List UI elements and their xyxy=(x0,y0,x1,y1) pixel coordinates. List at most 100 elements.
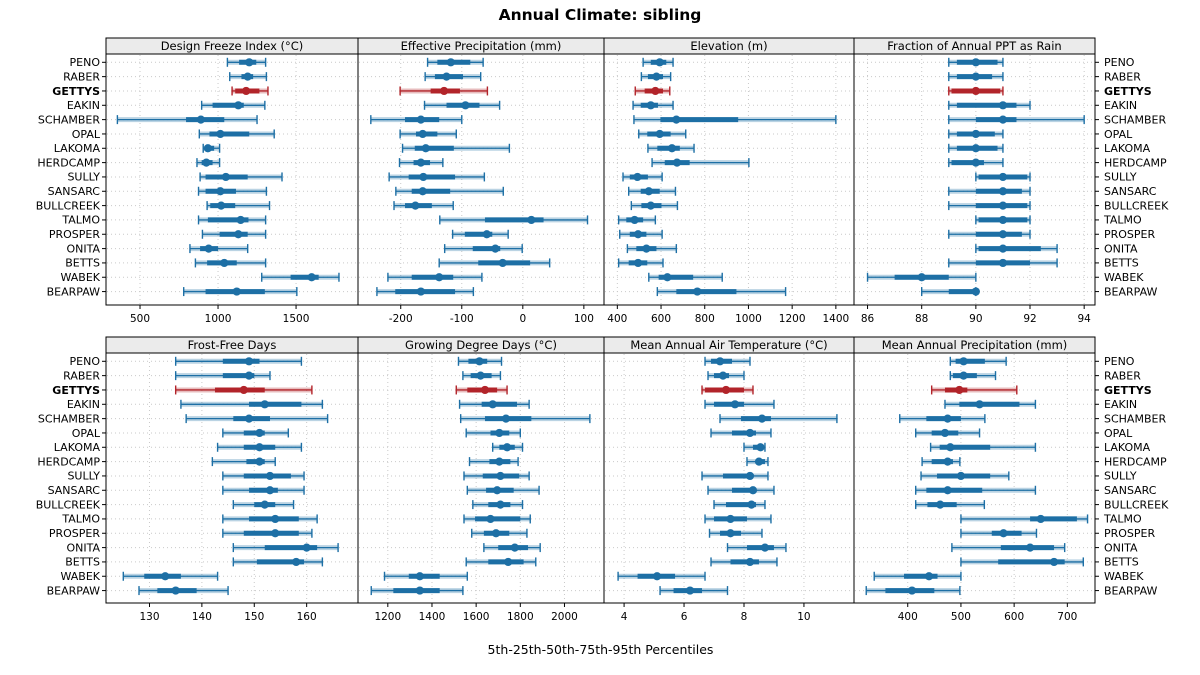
row-gettys-mean-annual-precipitation-mm xyxy=(930,385,1018,395)
row-talmo-fraction-of-annual-ppt-as-rain xyxy=(975,215,1031,225)
row-sully-effective-precipitation-mm xyxy=(388,172,486,182)
row-sully-mean-annual-air-temperature-c xyxy=(701,471,769,481)
station-label-left-betts: BETTS xyxy=(65,556,100,569)
row-betts-effective-precipitation-mm xyxy=(438,258,551,268)
median-dot xyxy=(415,586,424,595)
row-wabek-mean-annual-air-temperature-c xyxy=(617,571,706,581)
row-prosper-frost-free-days xyxy=(222,528,313,538)
row-schamber-growing-degree-days-c xyxy=(459,414,591,424)
row-bearpaw-growing-degree-days-c xyxy=(370,586,464,596)
median-dot xyxy=(255,457,264,466)
panel-strip-title: Effective Precipitation (mm) xyxy=(401,39,562,53)
station-label-right-herdcamp: HERDCAMP xyxy=(1104,156,1167,169)
median-dot xyxy=(971,158,980,167)
median-dot xyxy=(685,586,695,595)
axis-tick-label: -100 xyxy=(450,313,474,325)
median-dot xyxy=(1049,557,1059,567)
panel-growing-degree-days-c: Growing Degree Days (°C) 1200 1400 1600 1800… xyxy=(357,336,605,623)
median-dot xyxy=(419,172,428,182)
median-dot xyxy=(642,244,651,253)
median-dot xyxy=(475,357,484,366)
median-dot xyxy=(260,500,269,509)
median-dot xyxy=(221,172,230,182)
row-bullcreek-frost-free-days xyxy=(232,500,295,510)
median-dot xyxy=(943,457,952,466)
median-dot xyxy=(236,215,245,225)
row-opal-mean-annual-precipitation-mm xyxy=(915,428,981,438)
row-bearpaw-mean-annual-precipitation-mm xyxy=(865,586,961,596)
median-dot xyxy=(216,129,225,139)
median-dot xyxy=(633,172,642,182)
median-dot xyxy=(217,201,226,210)
median-dot xyxy=(442,72,451,81)
panel-mean-annual-precipitation-mm: Mean Annual Precipitation (mm) 400 500 600 7… xyxy=(853,336,1096,623)
median-dot xyxy=(655,129,664,139)
panel-strip-title: Elevation (m) xyxy=(690,39,767,53)
station-label-left-raber: RABER xyxy=(63,369,100,382)
axis-tick-label: 6 xyxy=(681,611,688,623)
station-label-right-schamber: SCHAMBER xyxy=(1104,412,1166,425)
station-label-right-schamber: SCHAMBER xyxy=(1104,113,1166,126)
row-bullcreek-mean-annual-precipitation-mm xyxy=(915,500,986,510)
station-label-left-sully: SULLY xyxy=(67,470,100,483)
station-label-right-talmo: TALMO xyxy=(1103,513,1142,526)
row-talmo-growing-degree-days-c xyxy=(463,514,531,524)
axis-tick-label: 1000 xyxy=(735,313,762,325)
row-gettys-elevation-m xyxy=(634,86,671,96)
station-label-right-gettys: GETTYS xyxy=(1104,384,1152,397)
median-dot xyxy=(651,86,660,96)
station-label-left-bearpaw: BEARPAW xyxy=(47,285,101,298)
axis-tick-label: 1200 xyxy=(779,313,806,325)
row-sully-frost-free-days xyxy=(222,471,305,481)
median-dot xyxy=(998,258,1008,268)
row-eakin-growing-degree-days-c xyxy=(458,399,530,409)
row-talmo-effective-precipitation-mm xyxy=(439,215,589,225)
median-dot xyxy=(482,230,491,239)
row-talmo-mean-annual-precipitation-mm xyxy=(960,514,1089,524)
station-label-right-sully: SULLY xyxy=(1104,171,1137,184)
row-lakoma-fraction-of-annual-ppt-as-rain xyxy=(948,143,1004,153)
median-dot xyxy=(161,572,170,581)
axis-tick-label: 8 xyxy=(741,611,748,623)
row-peno-effective-precipitation-mm xyxy=(426,57,484,67)
median-dot xyxy=(726,514,735,524)
row-talmo-frost-free-days xyxy=(222,514,318,524)
median-dot xyxy=(998,244,1008,253)
axis-tick-label: 400 xyxy=(898,611,918,623)
median-dot xyxy=(493,486,502,495)
row-peno-frost-free-days xyxy=(174,356,303,366)
axis-tick-label: 1500 xyxy=(283,313,310,325)
median-dot xyxy=(486,514,495,524)
axis-tick-label: 100 xyxy=(574,313,594,325)
axis-tick-label: 160 xyxy=(297,611,317,623)
median-dot xyxy=(726,529,735,538)
median-dot xyxy=(721,385,731,395)
row-bullcreek-effective-precipitation-mm xyxy=(393,201,454,211)
axis-tick-label: 140 xyxy=(192,611,212,623)
row-schamber-effective-precipitation-mm xyxy=(370,115,463,125)
station-label-left-schamber: SCHAMBER xyxy=(38,113,100,126)
median-dot xyxy=(292,557,301,567)
row-prosper-mean-annual-air-temperature-c xyxy=(708,528,763,538)
station-label-left-lakoma: LAKOMA xyxy=(54,441,101,454)
row-peno-mean-annual-air-temperature-c xyxy=(704,356,751,366)
median-dot xyxy=(924,572,934,581)
median-dot xyxy=(748,486,758,495)
median-dot xyxy=(265,471,275,481)
station-label-right-peno: PENO xyxy=(1104,355,1135,368)
median-dot xyxy=(260,400,269,409)
median-dot xyxy=(416,115,425,124)
station-label-left-peno: PENO xyxy=(70,355,101,368)
row-herdcamp-design-freeze-index-c xyxy=(196,158,221,168)
median-dot xyxy=(495,428,504,438)
median-dot xyxy=(307,273,316,282)
row-opal-design-freeze-index-c xyxy=(198,129,275,139)
median-dot xyxy=(730,400,740,409)
median-dot xyxy=(940,428,950,438)
median-dot xyxy=(234,101,243,110)
median-dot xyxy=(203,144,212,153)
median-dot xyxy=(415,572,424,581)
row-lakoma-frost-free-days xyxy=(216,442,303,452)
station-label-left-lakoma: LAKOMA xyxy=(54,142,101,155)
median-dot xyxy=(1036,514,1045,524)
